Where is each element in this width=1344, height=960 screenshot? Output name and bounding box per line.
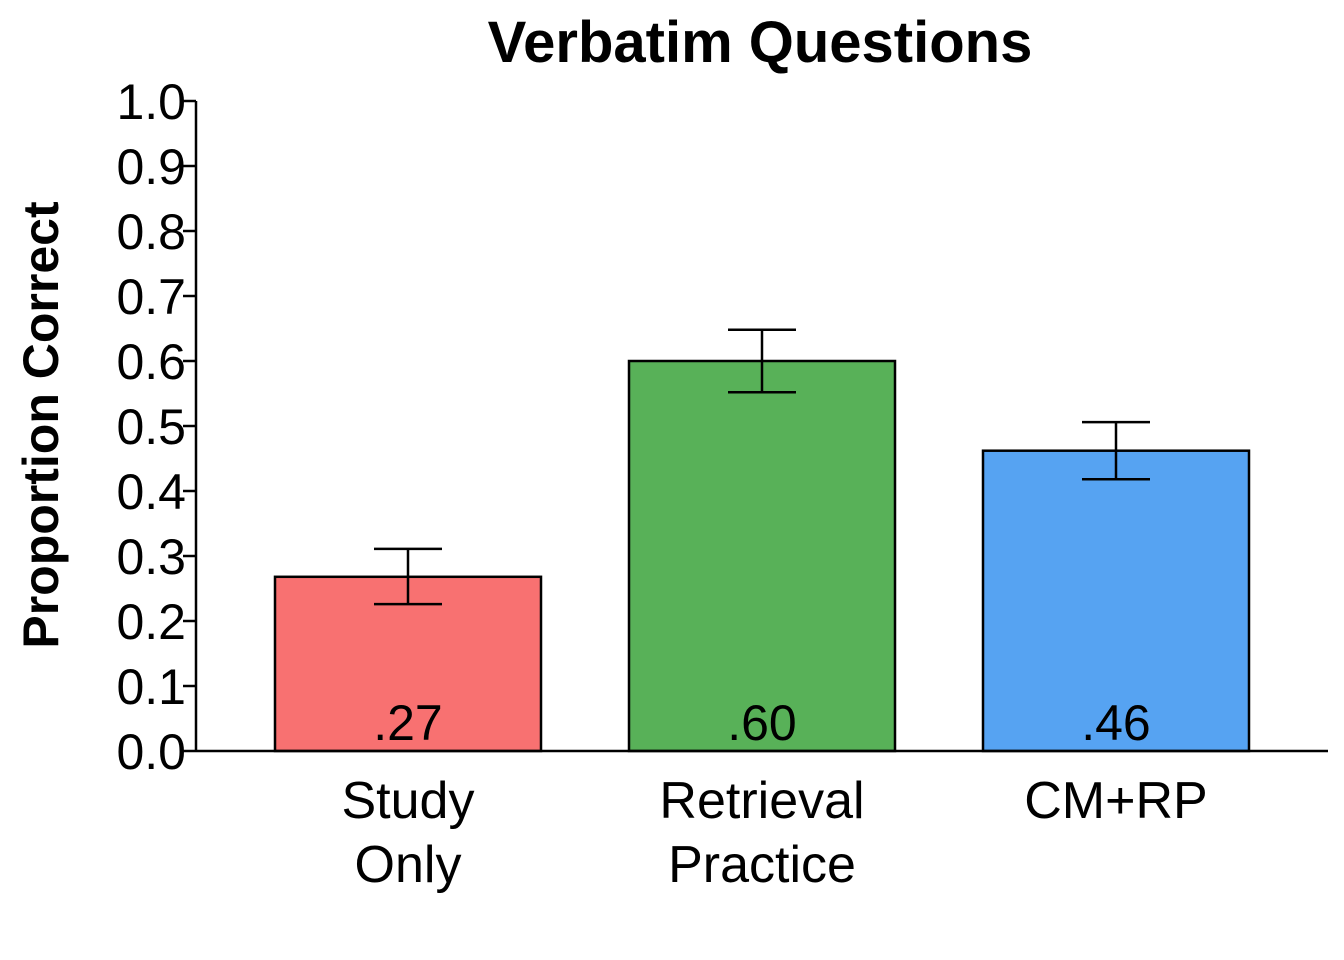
bar [627, 359, 897, 753]
y-tick-label: 0.5 [116, 399, 186, 455]
y-tick-label: 0.6 [116, 334, 186, 390]
bar [981, 449, 1251, 753]
y-axis-label: Proportion Correct [13, 201, 69, 649]
y-tick-label: 0.1 [116, 659, 186, 715]
y-tick-label: 0.7 [116, 269, 186, 325]
bar [273, 575, 543, 753]
y-tick-label: 0.8 [116, 204, 186, 260]
y-tick-label: 0.9 [116, 139, 186, 195]
x-tick-label: Practice [668, 836, 856, 894]
data-label: .60 [727, 695, 797, 751]
x-tick-label: Retrieval [659, 772, 864, 830]
y-tick-label: 0.0 [116, 724, 186, 780]
y-tick-label: 1.0 [116, 74, 186, 130]
data-label: .27 [373, 695, 443, 751]
x-tick-label: Only [355, 836, 462, 894]
chart-title: Verbatim Questions [488, 10, 1033, 75]
x-tick-label: CM+RP [1024, 772, 1207, 830]
axes-layer: Study Only Retrieval Practice CM+RP 0.0 0.1 0.2… [116, 74, 1328, 894]
data-label: .46 [1081, 695, 1151, 751]
bars-layer: .27 .60 .46 [273, 328, 1251, 753]
y-tick-label: 0.3 [116, 529, 186, 585]
x-tick-label: Study [342, 772, 475, 830]
y-tick-label: 0.2 [116, 594, 186, 650]
y-tick-label: 0.4 [116, 464, 186, 520]
